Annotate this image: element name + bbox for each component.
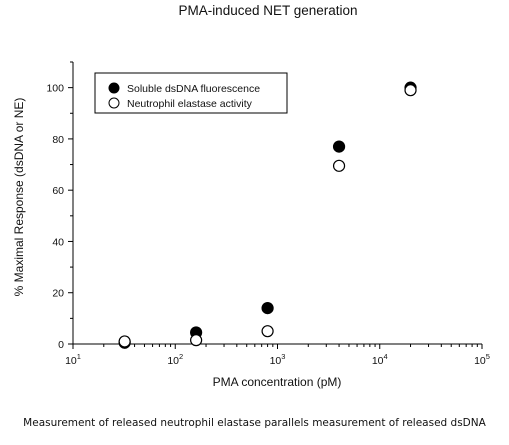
legend-label-elastase: Neutrophil elastase activity — [127, 98, 253, 110]
y-tick-label: 100 — [46, 83, 64, 95]
legend-label-dsdna: Soluble dsDNA fluorescence — [127, 83, 260, 95]
series-elastase — [118, 84, 417, 348]
x-tick-exponent: 2 — [179, 352, 183, 361]
elastase-point — [190, 334, 203, 347]
x-tick-exponent: 5 — [486, 352, 490, 361]
chart-title: PMA-induced NET generation — [178, 3, 357, 18]
elastase-point — [332, 159, 346, 172]
x-axis-ticks: 101 102 103 104 105 — [65, 344, 490, 367]
y-tick-label: 0 — [58, 339, 64, 351]
y-tick-label: 40 — [52, 236, 64, 248]
elastase-point — [404, 84, 417, 97]
x-tick-base: 10 — [372, 355, 384, 367]
legend-box — [94, 72, 288, 114]
elastase-point — [118, 335, 131, 348]
x-tick-exponent: 3 — [281, 352, 285, 361]
y-tick-label: 80 — [52, 134, 64, 146]
figure-caption: Measurement of released neutrophil elast… — [23, 417, 486, 429]
y-axis-ticks: 0 20 40 60 80 100 — [46, 61, 73, 351]
x-tick-label: 103 — [270, 352, 286, 367]
legend-marker-open — [108, 97, 120, 109]
elastase-point — [261, 325, 274, 338]
x-tick-label: 105 — [474, 352, 490, 367]
x-tick-base: 10 — [270, 355, 282, 367]
x-axis-label: PMA concentration (pM) — [213, 375, 342, 389]
data-series — [118, 81, 417, 349]
x-tick-label: 102 — [167, 352, 183, 367]
x-tick-base: 10 — [65, 355, 77, 367]
y-axis-label: % Maximal Response (dsDNA or NE) — [12, 98, 26, 297]
x-tick-exponent: 1 — [77, 352, 81, 361]
series-dsdna — [118, 81, 417, 349]
dsdna-point — [332, 140, 346, 153]
x-tick-label: 101 — [65, 352, 81, 367]
legend-marker-filled — [108, 82, 120, 94]
legend: Soluble dsDNA fluorescence Neutrophil el… — [94, 72, 288, 114]
x-tick-base: 10 — [167, 355, 179, 367]
x-tick-exponent: 4 — [384, 352, 388, 361]
x-tick-base: 10 — [474, 355, 486, 367]
y-tick-label: 20 — [52, 288, 64, 300]
dsdna-point — [261, 302, 274, 315]
x-tick-label: 104 — [372, 352, 388, 367]
y-tick-label: 60 — [52, 185, 64, 197]
